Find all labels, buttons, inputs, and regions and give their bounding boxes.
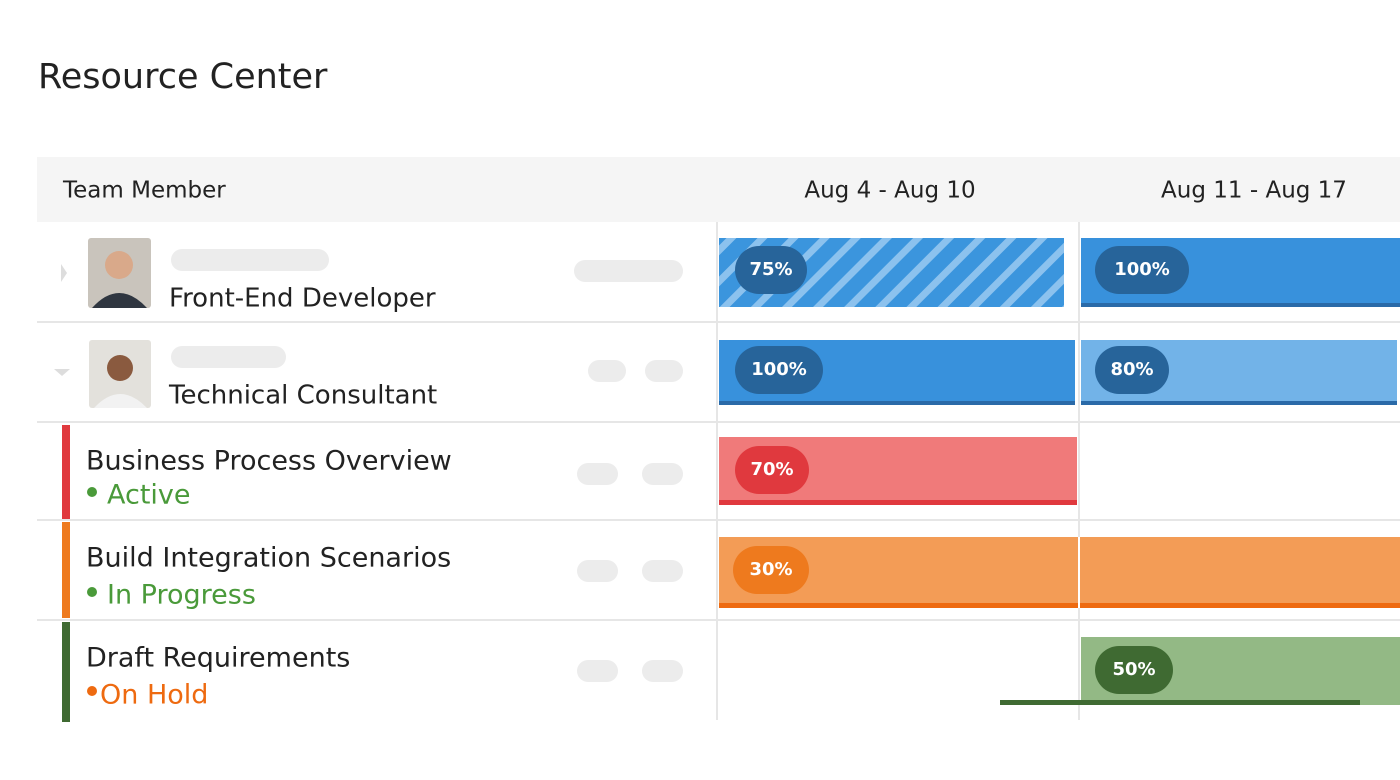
task-name: Build Integration Scenarios	[86, 543, 451, 574]
status-dot	[87, 487, 97, 497]
task-status: Active	[107, 480, 191, 511]
avatar	[89, 340, 151, 408]
placeholder	[577, 660, 618, 682]
status-dot	[87, 587, 97, 597]
allocation-pill	[1095, 646, 1173, 694]
grid	[37, 222, 1400, 720]
placeholder	[171, 346, 286, 368]
allocation-label: 75%	[749, 259, 792, 280]
bar-underline	[719, 603, 1400, 608]
expand-toggle[interactable]	[54, 369, 70, 376]
avatar	[88, 238, 151, 308]
placeholder	[642, 463, 683, 485]
column-header: Aug 11 - Aug 17	[1161, 178, 1347, 204]
member-role: Front-End Developer	[169, 284, 436, 314]
task-stripe	[62, 425, 70, 519]
placeholder	[577, 560, 618, 582]
status-dot	[87, 686, 97, 696]
allocation-label: 30%	[749, 559, 792, 580]
page-title: Resource Center	[38, 57, 328, 97]
placeholder	[588, 360, 626, 382]
task-status: On Hold	[100, 680, 208, 711]
task-stripe	[62, 622, 70, 722]
task-name: Business Process Overview	[86, 446, 452, 477]
bar-underline	[719, 500, 1077, 505]
placeholder	[171, 249, 329, 271]
allocation-label: 100%	[1114, 259, 1170, 280]
allocation-label: 100%	[751, 359, 807, 380]
placeholder	[645, 360, 683, 382]
allocation-label: 70%	[750, 459, 793, 480]
allocation-pill	[733, 546, 809, 594]
expand-toggle[interactable]	[61, 264, 67, 282]
placeholder	[574, 260, 683, 282]
allocation-bar[interactable]	[719, 537, 1400, 608]
placeholder	[642, 560, 683, 582]
member-role: Technical Consultant	[168, 381, 437, 411]
allocation-label: 50%	[1112, 659, 1155, 680]
allocation-pill	[1095, 246, 1189, 294]
column-header: Aug 4 - Aug 10	[804, 178, 975, 204]
allocation-pill	[1095, 346, 1169, 394]
allocation-label: 80%	[1110, 359, 1153, 380]
placeholder	[642, 660, 683, 682]
allocation-pill	[735, 346, 823, 394]
bar-underline	[719, 401, 1075, 405]
bar-underline	[1000, 700, 1360, 705]
bar-underline	[1081, 303, 1400, 307]
allocation-pill	[735, 446, 809, 494]
bar-underline	[1081, 401, 1397, 405]
column-header: Team Member	[62, 178, 226, 204]
placeholder	[577, 463, 618, 485]
task-status: In Progress	[107, 580, 256, 611]
task-name: Draft Requirements	[86, 643, 350, 674]
allocation-pill	[735, 246, 807, 294]
task-stripe	[62, 522, 70, 618]
table-header	[37, 157, 1400, 222]
